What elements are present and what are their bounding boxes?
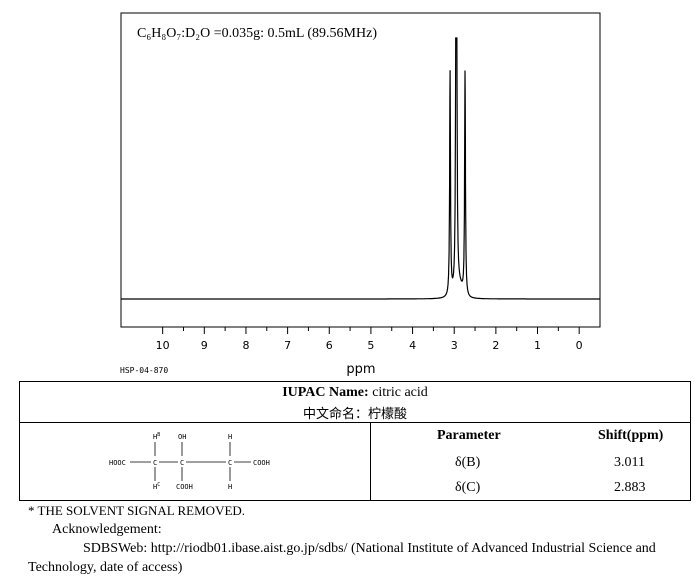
x-tick-label: 2 <box>492 339 499 352</box>
spectrum-trace <box>121 37 600 300</box>
acknowledgement-heading: Acknowledgement: <box>52 522 162 537</box>
struct-hooc: HOOC <box>109 459 126 467</box>
iupac-label: IUPAC Name: <box>282 385 369 400</box>
plot-frame <box>120 12 601 328</box>
x-axis-label: ppm <box>346 362 375 377</box>
struct-h-bottom: H <box>228 483 232 491</box>
x-tick-label: 4 <box>409 339 416 352</box>
struct-cooh-bottom: COOH <box>176 483 193 491</box>
chinese-value: 柠檬酸 <box>368 407 408 422</box>
x-tick-label: 9 <box>201 339 208 352</box>
shift-header: Shift(ppm) <box>598 428 664 443</box>
x-tick-label: 0 <box>576 339 583 352</box>
sdbs-reference-line2: Technology, date of access) <box>28 560 183 575</box>
x-tick-label: 5 <box>367 339 374 352</box>
solvent-note: * THE SOLVENT SIGNAL REMOVED. <box>28 503 246 518</box>
x-tick-label: 6 <box>326 339 333 352</box>
nmr-spectrum-chart: C₆H₈O₇:D₂O =0.035g: 0.5mL (89.56MHz) 10 9… <box>120 12 601 377</box>
x-axis-ticks: 10 9 8 7 6 5 4 3 2 1 0 <box>156 327 583 352</box>
parameter-header: Parameter <box>437 428 501 443</box>
chinese-label: 中文命名： <box>302 407 368 422</box>
citric-acid-structure: HB OH H HOOC C C C COOH HC COOH H <box>109 432 270 491</box>
struct-hb: HB <box>153 432 160 441</box>
structure-cell: HB OH H HOOC C C C COOH HC COOH H <box>20 422 371 500</box>
iupac-value: citric acid <box>372 385 428 400</box>
chart-title: C₆H₈O₇:D₂O =0.035g: 0.5mL (89.56MHz) <box>137 26 377 41</box>
iupac-name: IUPAC Name: citric acid <box>20 385 690 401</box>
struct-c1: C <box>153 459 157 467</box>
x-tick-label: 10 <box>156 339 170 352</box>
x-tick-label: 1 <box>534 339 541 352</box>
compound-info-table: IUPAC Name: citric acid 中文命名：柠檬酸 HB OH H… <box>19 381 691 501</box>
param-c: δ(C) <box>455 480 481 495</box>
shift-c: 2.883 <box>614 480 646 495</box>
struct-hc: HC <box>153 482 160 491</box>
struct-bonds <box>130 442 251 481</box>
struct-oh: OH <box>178 433 186 441</box>
struct-c2: C <box>180 459 184 467</box>
name-row: IUPAC Name: citric acid 中文命名：柠檬酸 <box>20 382 690 423</box>
sdbs-reference-line1: SDBSWeb: http://riodb01.ibase.aist.go.jp… <box>83 541 656 556</box>
struct-h-top: H <box>228 433 232 441</box>
spectrum-code: HSP-04-870 <box>120 366 168 375</box>
x-tick-label: 8 <box>242 339 249 352</box>
shift-b: 3.011 <box>614 455 645 470</box>
param-b: δ(B) <box>455 455 481 470</box>
chinese-name: 中文命名：柠檬酸 <box>20 403 690 422</box>
struct-cooh-right: COOH <box>253 459 270 467</box>
x-tick-label: 3 <box>451 339 458 352</box>
shift-table: Parameter Shift(ppm) δ(B) 3.011 δ(C) 2.8… <box>371 422 690 500</box>
struct-c3: C <box>228 459 232 467</box>
x-tick-label: 7 <box>284 339 291 352</box>
